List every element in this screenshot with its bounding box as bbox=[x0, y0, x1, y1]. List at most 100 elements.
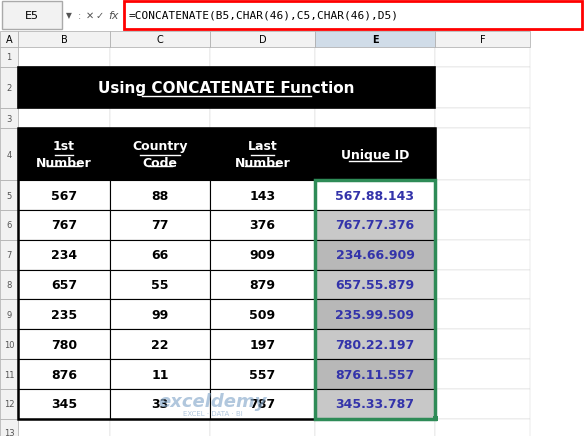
Bar bbox=[210, 129, 315, 181]
Bar bbox=[110, 329, 210, 359]
Bar bbox=[315, 300, 435, 329]
Bar bbox=[210, 389, 315, 419]
Bar bbox=[110, 240, 210, 270]
Bar bbox=[18, 67, 435, 109]
Bar bbox=[210, 129, 315, 181]
Text: 780: 780 bbox=[51, 338, 77, 351]
Bar bbox=[124, 2, 582, 30]
Text: 8: 8 bbox=[6, 280, 12, 290]
Text: 657.55.879: 657.55.879 bbox=[335, 279, 414, 291]
Bar bbox=[0, 67, 18, 109]
Bar bbox=[210, 389, 315, 419]
Text: 876.11.557: 876.11.557 bbox=[335, 368, 415, 381]
Bar bbox=[18, 329, 110, 359]
Bar bbox=[110, 181, 210, 211]
Text: 509: 509 bbox=[250, 308, 275, 321]
Bar bbox=[210, 359, 315, 389]
Text: 13: 13 bbox=[4, 428, 14, 437]
Text: 7: 7 bbox=[6, 251, 12, 260]
Bar bbox=[110, 129, 210, 181]
Bar bbox=[210, 300, 315, 329]
Bar bbox=[18, 359, 110, 389]
Bar bbox=[315, 181, 435, 211]
Bar bbox=[110, 329, 210, 359]
Bar bbox=[0, 270, 18, 300]
Bar bbox=[435, 67, 530, 109]
Bar bbox=[315, 329, 435, 359]
Bar bbox=[210, 419, 315, 438]
Bar bbox=[435, 181, 530, 211]
Text: 22: 22 bbox=[151, 338, 169, 351]
Bar bbox=[435, 419, 530, 438]
Bar bbox=[315, 240, 435, 270]
Text: 6: 6 bbox=[6, 221, 12, 230]
Text: :: : bbox=[78, 11, 81, 21]
Bar bbox=[315, 300, 435, 329]
Bar bbox=[315, 359, 435, 389]
Bar bbox=[0, 419, 18, 438]
Bar bbox=[210, 329, 315, 359]
Text: 376: 376 bbox=[250, 219, 275, 232]
Text: Unique ID: Unique ID bbox=[341, 148, 409, 161]
Bar bbox=[315, 419, 435, 438]
Text: A: A bbox=[6, 35, 12, 45]
Text: Last
Number: Last Number bbox=[234, 140, 291, 170]
Text: 235: 235 bbox=[51, 308, 77, 321]
Text: 557: 557 bbox=[250, 368, 275, 381]
Bar bbox=[110, 48, 210, 67]
Bar bbox=[315, 211, 435, 240]
Bar bbox=[315, 109, 435, 129]
Bar bbox=[435, 270, 530, 300]
Bar bbox=[210, 300, 315, 329]
Text: 567: 567 bbox=[51, 189, 77, 202]
Text: 909: 909 bbox=[250, 249, 275, 261]
Text: 88: 88 bbox=[151, 189, 169, 202]
Bar bbox=[435, 329, 530, 359]
Text: 876: 876 bbox=[51, 368, 77, 381]
Bar bbox=[210, 270, 315, 300]
Bar bbox=[110, 359, 210, 389]
Text: EXCEL · DATA · BI: EXCEL · DATA · BI bbox=[183, 410, 243, 416]
Bar bbox=[315, 181, 435, 211]
Text: 1: 1 bbox=[6, 53, 12, 62]
Text: 33: 33 bbox=[151, 398, 169, 410]
Bar bbox=[315, 240, 435, 270]
Bar bbox=[210, 181, 315, 211]
Bar bbox=[110, 300, 210, 329]
Bar bbox=[110, 129, 210, 181]
Text: 879: 879 bbox=[250, 279, 275, 291]
Text: E: E bbox=[372, 35, 379, 45]
Bar bbox=[110, 32, 210, 48]
Bar bbox=[435, 240, 530, 270]
Text: E5: E5 bbox=[25, 11, 39, 21]
Bar bbox=[0, 359, 18, 389]
Bar bbox=[110, 359, 210, 389]
Text: 234: 234 bbox=[51, 249, 77, 261]
Bar bbox=[18, 129, 110, 181]
Bar bbox=[18, 181, 110, 211]
Bar bbox=[110, 109, 210, 129]
Bar bbox=[110, 270, 210, 300]
Bar bbox=[18, 211, 110, 240]
Bar bbox=[210, 359, 315, 389]
Text: fx: fx bbox=[108, 11, 118, 21]
Bar bbox=[18, 48, 110, 67]
Bar bbox=[0, 48, 18, 67]
Bar bbox=[210, 32, 315, 48]
Text: 345: 345 bbox=[51, 398, 77, 410]
Text: Using CONCATENATE Function: Using CONCATENATE Function bbox=[98, 81, 355, 96]
Bar bbox=[110, 300, 210, 329]
Bar bbox=[110, 240, 210, 270]
Bar bbox=[2, 2, 62, 30]
Bar bbox=[210, 211, 315, 240]
Bar bbox=[18, 67, 110, 109]
Bar bbox=[18, 240, 110, 270]
Bar bbox=[18, 329, 110, 359]
Bar bbox=[435, 359, 530, 389]
Text: exceldemy: exceldemy bbox=[158, 392, 267, 410]
Bar bbox=[210, 240, 315, 270]
Bar bbox=[0, 300, 18, 329]
Bar bbox=[0, 329, 18, 359]
Text: 657: 657 bbox=[51, 279, 77, 291]
Text: 5: 5 bbox=[6, 191, 12, 200]
